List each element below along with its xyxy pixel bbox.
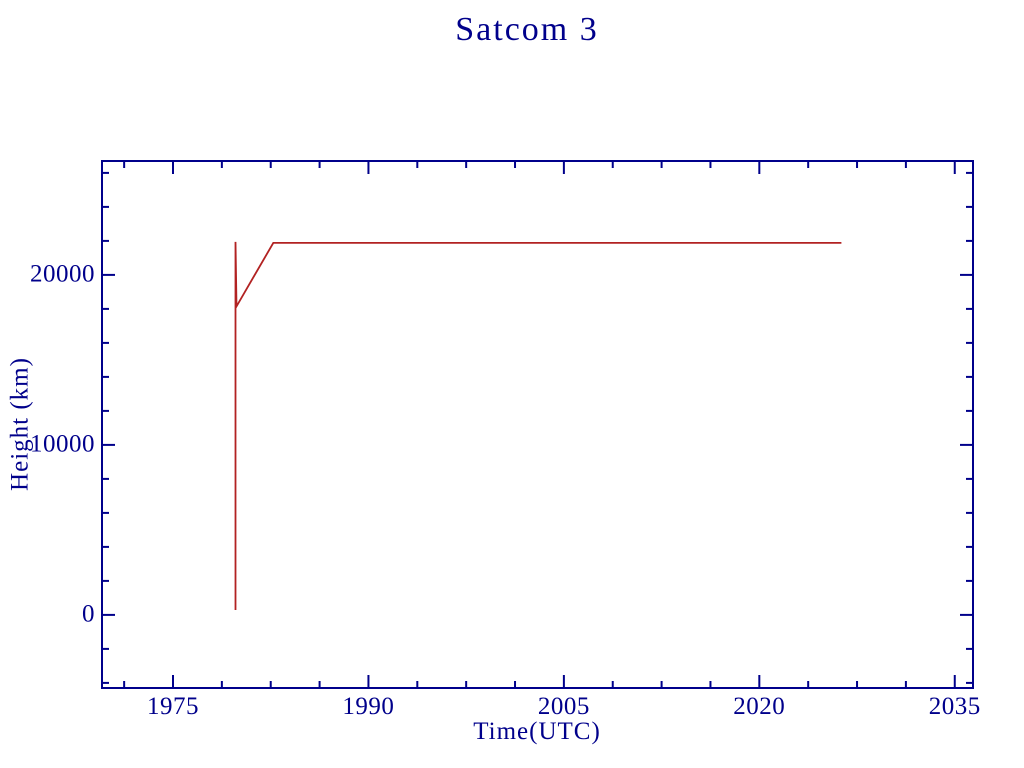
- x-axis-title: Time(UTC): [473, 718, 601, 745]
- y-tick-label: 0: [82, 600, 95, 628]
- data-series-line: [234, 241, 842, 610]
- chart-title: Satcom 3: [455, 11, 599, 48]
- plot-frame: [101, 160, 974, 689]
- x-tick-label: 1975: [147, 693, 199, 720]
- x-tick-label: 2035: [928, 693, 981, 720]
- y-axis-title: Height (km): [6, 357, 34, 491]
- y-tick-label: 10000: [30, 430, 95, 458]
- x-tick-label: 2005: [537, 693, 590, 720]
- x-tick-label: 2020: [733, 693, 786, 720]
- x-tick-label: 1990: [342, 693, 395, 720]
- y-tick-label: 20000: [30, 260, 95, 288]
